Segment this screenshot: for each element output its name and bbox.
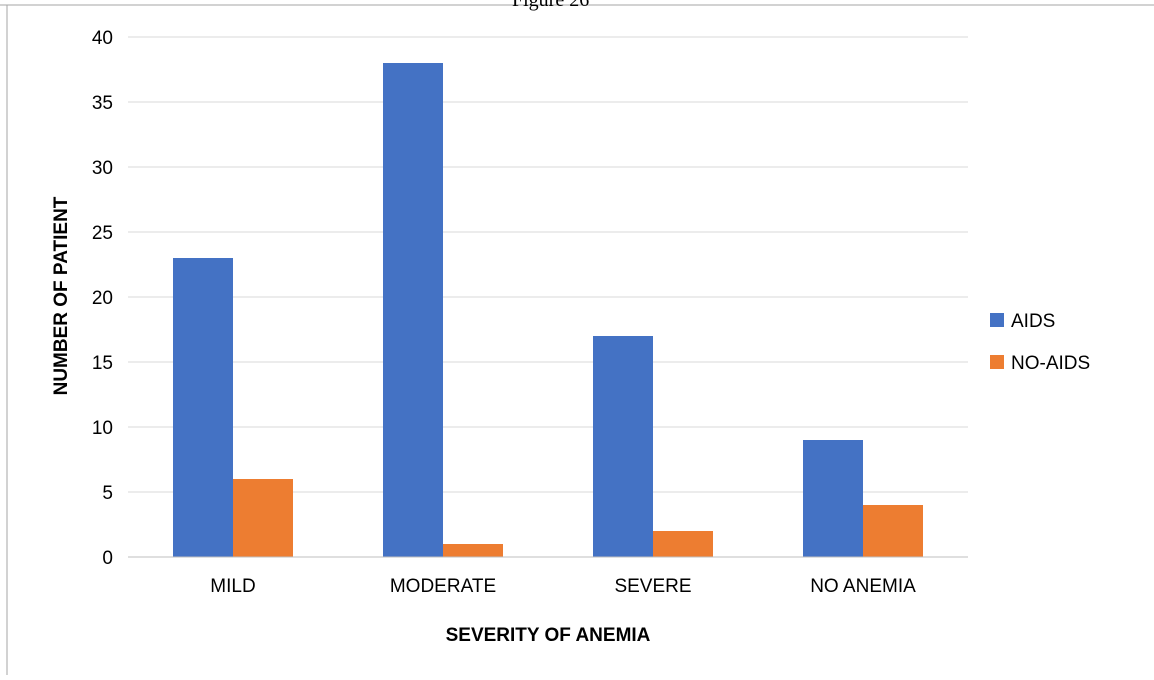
x-tick-label: SEVERE	[614, 576, 691, 597]
legend-label-no-aids: NO-AIDS	[1011, 353, 1090, 374]
y-tick-label: 0	[102, 548, 113, 569]
x-tick-label: MODERATE	[390, 576, 496, 597]
bar-aids-no-anemia	[803, 440, 863, 557]
bar-no-aids-moderate	[443, 544, 503, 557]
legend-swatch-no-aids	[990, 355, 1004, 369]
bars	[173, 63, 923, 557]
y-axis-title: NUMBER OF PATIENT	[51, 196, 72, 395]
y-tick-label: 20	[92, 288, 113, 309]
y-tick-label: 35	[92, 93, 113, 114]
bar-aids-severe	[593, 336, 653, 557]
y-tick-label: 15	[92, 353, 113, 374]
bar-no-aids-severe	[653, 531, 713, 557]
gridlines	[128, 36, 968, 493]
tick-labels: 0 5 10 15 20 25 30 35 40 MILD MODERATE SEVERE NO ANE…	[92, 28, 916, 597]
legend: AIDS NO-AIDS	[990, 311, 1090, 374]
x-tick-label: MILD	[210, 576, 255, 597]
figure-caption: Figure 26	[512, 0, 589, 11]
legend-label-aids: AIDS	[1011, 311, 1055, 332]
bar-no-aids-mild	[233, 479, 293, 557]
y-tick-label: 10	[92, 418, 113, 439]
bar-aids-moderate	[383, 63, 443, 557]
x-axis-title: SEVERITY OF ANEMIA	[446, 625, 651, 646]
y-tick-label: 40	[92, 28, 113, 49]
bar-aids-mild	[173, 258, 233, 557]
bar-no-aids-no-anemia	[863, 505, 923, 557]
y-tick-label: 25	[92, 223, 113, 244]
y-tick-label: 30	[92, 158, 113, 179]
x-tick-label: NO ANEMIA	[810, 576, 916, 597]
y-tick-label: 5	[102, 483, 113, 504]
legend-swatch-aids	[990, 313, 1004, 327]
